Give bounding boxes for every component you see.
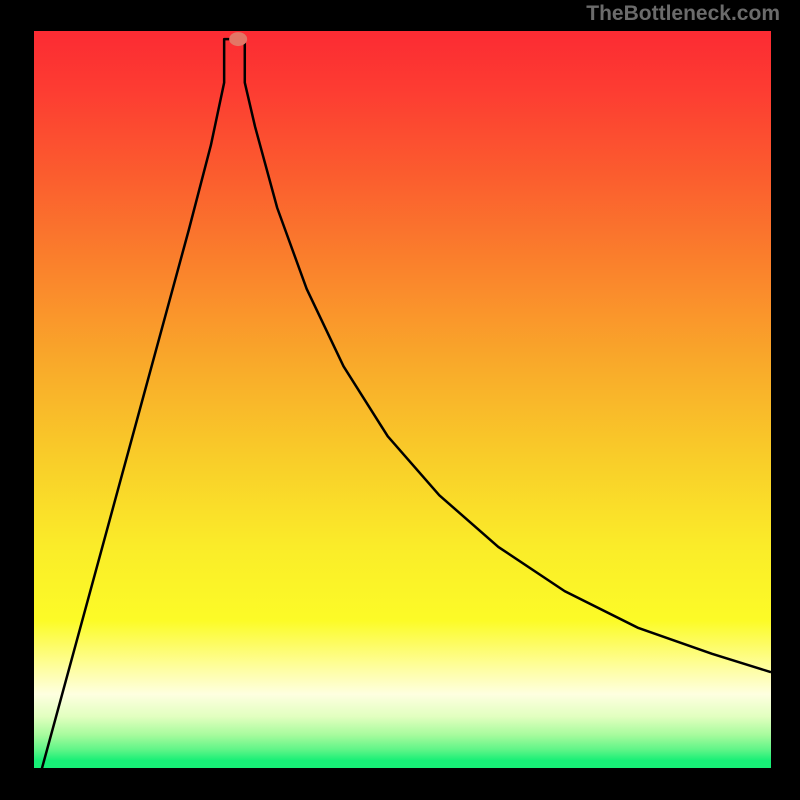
min-point-marker <box>229 32 247 46</box>
plot-area <box>34 31 771 768</box>
chart-container: TheBottleneck.com <box>0 0 800 800</box>
plot-svg <box>34 31 771 768</box>
watermark-text: TheBottleneck.com <box>586 2 780 26</box>
